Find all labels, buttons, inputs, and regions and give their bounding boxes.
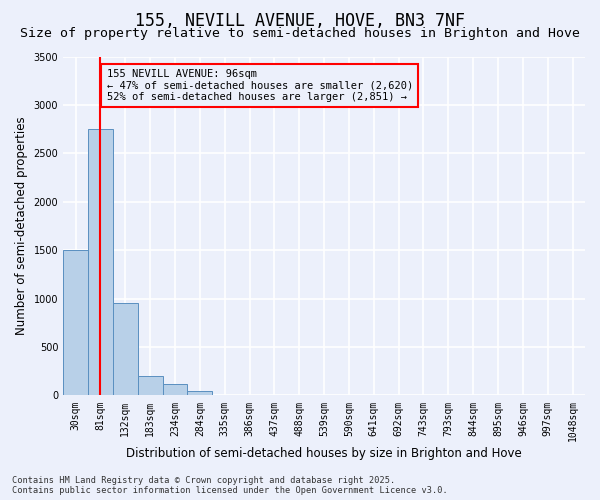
Bar — [163, 384, 187, 396]
Text: 155, NEVILL AVENUE, HOVE, BN3 7NF: 155, NEVILL AVENUE, HOVE, BN3 7NF — [135, 12, 465, 30]
Bar — [212, 394, 237, 396]
Bar — [187, 391, 212, 396]
Text: 155 NEVILL AVENUE: 96sqm
← 47% of semi-detached houses are smaller (2,620)
52% o: 155 NEVILL AVENUE: 96sqm ← 47% of semi-d… — [107, 69, 413, 102]
Bar — [138, 376, 163, 396]
Bar — [63, 250, 88, 396]
Bar — [113, 304, 138, 396]
X-axis label: Distribution of semi-detached houses by size in Brighton and Hove: Distribution of semi-detached houses by … — [126, 447, 522, 460]
Y-axis label: Number of semi-detached properties: Number of semi-detached properties — [15, 116, 28, 336]
Text: Size of property relative to semi-detached houses in Brighton and Hove: Size of property relative to semi-detach… — [20, 28, 580, 40]
Text: Contains HM Land Registry data © Crown copyright and database right 2025.
Contai: Contains HM Land Registry data © Crown c… — [12, 476, 448, 495]
Bar — [88, 129, 113, 396]
